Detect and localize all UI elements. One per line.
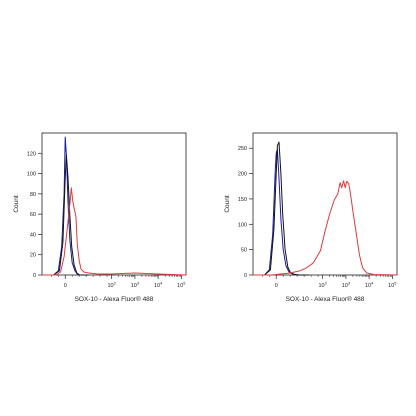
histogram-series-1 — [253, 141, 309, 276]
y-tick-label: 0 — [244, 273, 247, 279]
y-axis-label: Count — [13, 195, 20, 213]
histogram-panel-right: 0 50 100 150 200 250 0 102 103 104 105 SOX-10 - Ale… — [224, 132, 398, 303]
y-tick-label: 60 — [30, 212, 36, 218]
x-tick-label: 0 — [275, 283, 278, 289]
y-tick-label: 50 — [241, 248, 247, 254]
histogram-panel-left: 0 20 40 60 80 100 120 0 102 103 104 105 SOX-10 - Ale… — [13, 132, 187, 303]
x-tick-label: 103 — [342, 281, 351, 290]
x-tick-label: 102 — [107, 281, 116, 290]
histogram-series-2 — [253, 180, 398, 276]
y-tick-label: 80 — [30, 192, 36, 198]
y-tick-label: 200 — [238, 172, 247, 178]
plot-frame — [252, 132, 398, 276]
y-tick-label: 100 — [27, 172, 36, 178]
y-tick-label: 120 — [27, 151, 36, 157]
histogram-series-2 — [42, 187, 187, 276]
y-tick-label: 20 — [30, 253, 36, 259]
x-tick-label: 0 — [64, 283, 67, 289]
plot-frame — [41, 132, 187, 276]
y-tick-label: 150 — [238, 197, 247, 203]
y-tick-label: 250 — [238, 146, 247, 152]
x-axis-label: SOX-10 - Alexa Fluor® 488 — [75, 295, 154, 303]
y-tick-label: 40 — [30, 232, 36, 238]
y-axis-label: Count — [224, 195, 231, 213]
x-tick-label: 102 — [318, 281, 327, 290]
x-tick-label: 105 — [177, 281, 186, 290]
x-tick-label: 105 — [388, 281, 397, 290]
y-tick-label: 0 — [33, 273, 36, 279]
y-tick-label: 100 — [238, 222, 247, 228]
x-tick-label: 103 — [131, 281, 140, 290]
x-axis-label: SOX-10 - Alexa Fluor® 488 — [286, 295, 365, 303]
x-tick-label: 104 — [365, 281, 374, 290]
histogram-series-0 — [42, 136, 89, 276]
x-tick-label: 104 — [154, 281, 163, 290]
histogram-series-1 — [42, 154, 89, 276]
